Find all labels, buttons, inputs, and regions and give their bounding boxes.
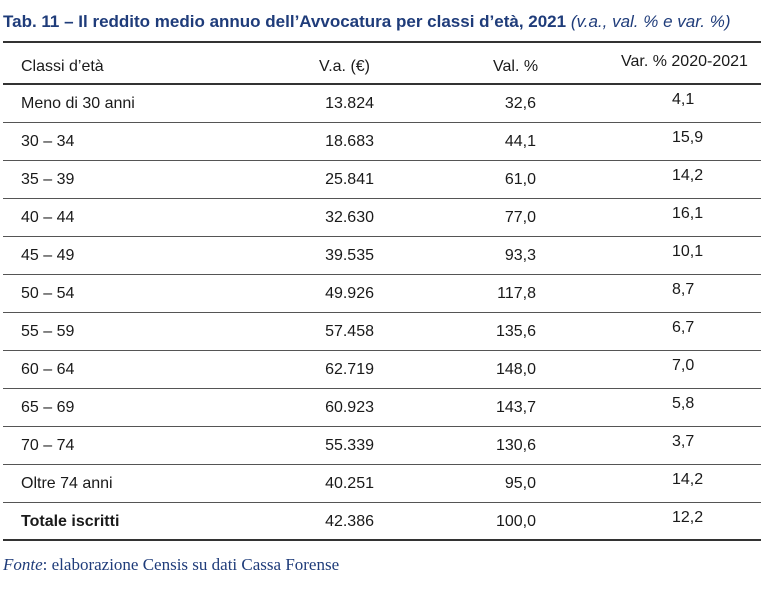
- age-class-cell: 55 – 59: [21, 323, 75, 340]
- table-row: Meno di 30 anni 13.824 32,6 4,1: [3, 85, 761, 123]
- table-title: Tab. 11 – Il reddito medio annuo dell’Av…: [3, 12, 730, 32]
- table-row: 70 – 74 55.339 130,6 3,7: [3, 427, 761, 465]
- absolute-value-cell: 25.841: [325, 171, 374, 188]
- table-title-subtitle: (v.a., val. % e var. %): [570, 12, 731, 31]
- absolute-value-cell: 18.683: [325, 133, 374, 150]
- percent-change-cell: 6,7: [672, 319, 695, 336]
- absolute-value-cell: 49.926: [325, 285, 374, 302]
- percent-change-cell: 4,1: [672, 91, 695, 108]
- table-row: 30 – 34 18.683 44,1 15,9: [3, 123, 761, 161]
- percent-change-cell: 3,7: [672, 433, 695, 450]
- source-text: : elaborazione Censis su dati Cassa Fore…: [42, 555, 340, 574]
- percent-change-cell: 8,7: [672, 281, 695, 298]
- table-row: 55 – 59 57.458 135,6 6,7: [3, 313, 761, 351]
- table-row: 40 – 44 32.630 77,0 16,1: [3, 199, 761, 237]
- percent-value-cell: 95,0: [504, 475, 536, 492]
- percent-change-cell: 10,1: [672, 243, 704, 260]
- absolute-value-cell: 60.923: [325, 399, 374, 416]
- percent-value-cell: 143,7: [495, 399, 536, 416]
- percent-change-cell: 14,2: [672, 167, 704, 184]
- age-class-cell: Oltre 74 anni: [21, 475, 113, 492]
- header-percent-change: Var. % 2020-2021: [621, 53, 748, 70]
- percent-change-cell: 14,2: [672, 471, 704, 488]
- absolute-value-cell: 57.458: [325, 323, 374, 340]
- age-class-cell: 70 – 74: [21, 437, 75, 454]
- table-row: 60 – 64 62.719 148,0 7,0: [3, 351, 761, 389]
- percent-value-cell: 44,1: [504, 133, 536, 150]
- percent-value-cell: 117,8: [497, 285, 536, 302]
- header-age-class: Classi d’età: [21, 58, 104, 75]
- percent-value-cell: 100,0: [495, 513, 536, 530]
- percent-value-cell: 93,3: [504, 247, 536, 264]
- source-note: Fonte: elaborazione Censis su dati Cassa…: [3, 555, 339, 575]
- percent-change-cell: 5,8: [672, 395, 695, 412]
- absolute-value-cell: 55.339: [325, 437, 374, 454]
- table-title-main: Tab. 11 – Il reddito medio annuo dell’Av…: [3, 12, 567, 31]
- age-class-cell: Meno di 30 anni: [21, 95, 135, 112]
- percent-value-cell: 130,6: [495, 437, 536, 454]
- absolute-value-cell: 32.630: [325, 209, 374, 226]
- total-label-cell: Totale iscritti: [21, 513, 120, 530]
- age-class-cell: 40 – 44: [21, 209, 75, 226]
- table-row: 45 – 49 39.535 93,3 10,1: [3, 237, 761, 275]
- absolute-value-cell: 40.251: [325, 475, 374, 492]
- header-absolute-value: V.a. (€): [319, 58, 370, 75]
- age-class-cell: 30 – 34: [21, 133, 75, 150]
- absolute-value-cell: 39.535: [325, 247, 374, 264]
- percent-value-cell: 77,0: [504, 209, 536, 226]
- percent-change-cell: 16,1: [672, 205, 704, 222]
- percent-value-cell: 32,6: [504, 95, 536, 112]
- age-class-cell: 50 – 54: [21, 285, 75, 302]
- absolute-value-cell: 42.386: [325, 513, 374, 530]
- percent-value-cell: 61,0: [504, 171, 536, 188]
- age-class-cell: 65 – 69: [21, 399, 75, 416]
- percent-change-cell: 7,0: [672, 357, 695, 374]
- income-table: Classi d’età V.a. (€) Val. % Var. % 2020…: [3, 41, 761, 541]
- table-row: 35 – 39 25.841 61,0 14,2: [3, 161, 761, 199]
- absolute-value-cell: 13.824: [325, 95, 374, 112]
- absolute-value-cell: 62.719: [325, 361, 374, 378]
- age-class-cell: 35 – 39: [21, 171, 75, 188]
- table-row: 65 – 69 60.923 143,7 5,8: [3, 389, 761, 427]
- age-class-cell: 45 – 49: [21, 247, 75, 264]
- header-percent-value: Val. %: [493, 58, 539, 75]
- table-row: Oltre 74 anni 40.251 95,0 14,2: [3, 465, 761, 503]
- table-header-row: Classi d’età V.a. (€) Val. % Var. % 2020…: [3, 41, 761, 85]
- table-total-row: Totale iscritti 42.386 100,0 12,2: [3, 503, 761, 541]
- percent-value-cell: 135,6: [495, 323, 536, 340]
- percent-change-cell: 15,9: [672, 129, 704, 146]
- percent-change-cell: 12,2: [672, 509, 704, 526]
- table-row: 50 – 54 49.926 117,8 8,7: [3, 275, 761, 313]
- percent-value-cell: 148,0: [495, 361, 536, 378]
- age-class-cell: 60 – 64: [21, 361, 75, 378]
- source-label: Fonte: [3, 555, 43, 574]
